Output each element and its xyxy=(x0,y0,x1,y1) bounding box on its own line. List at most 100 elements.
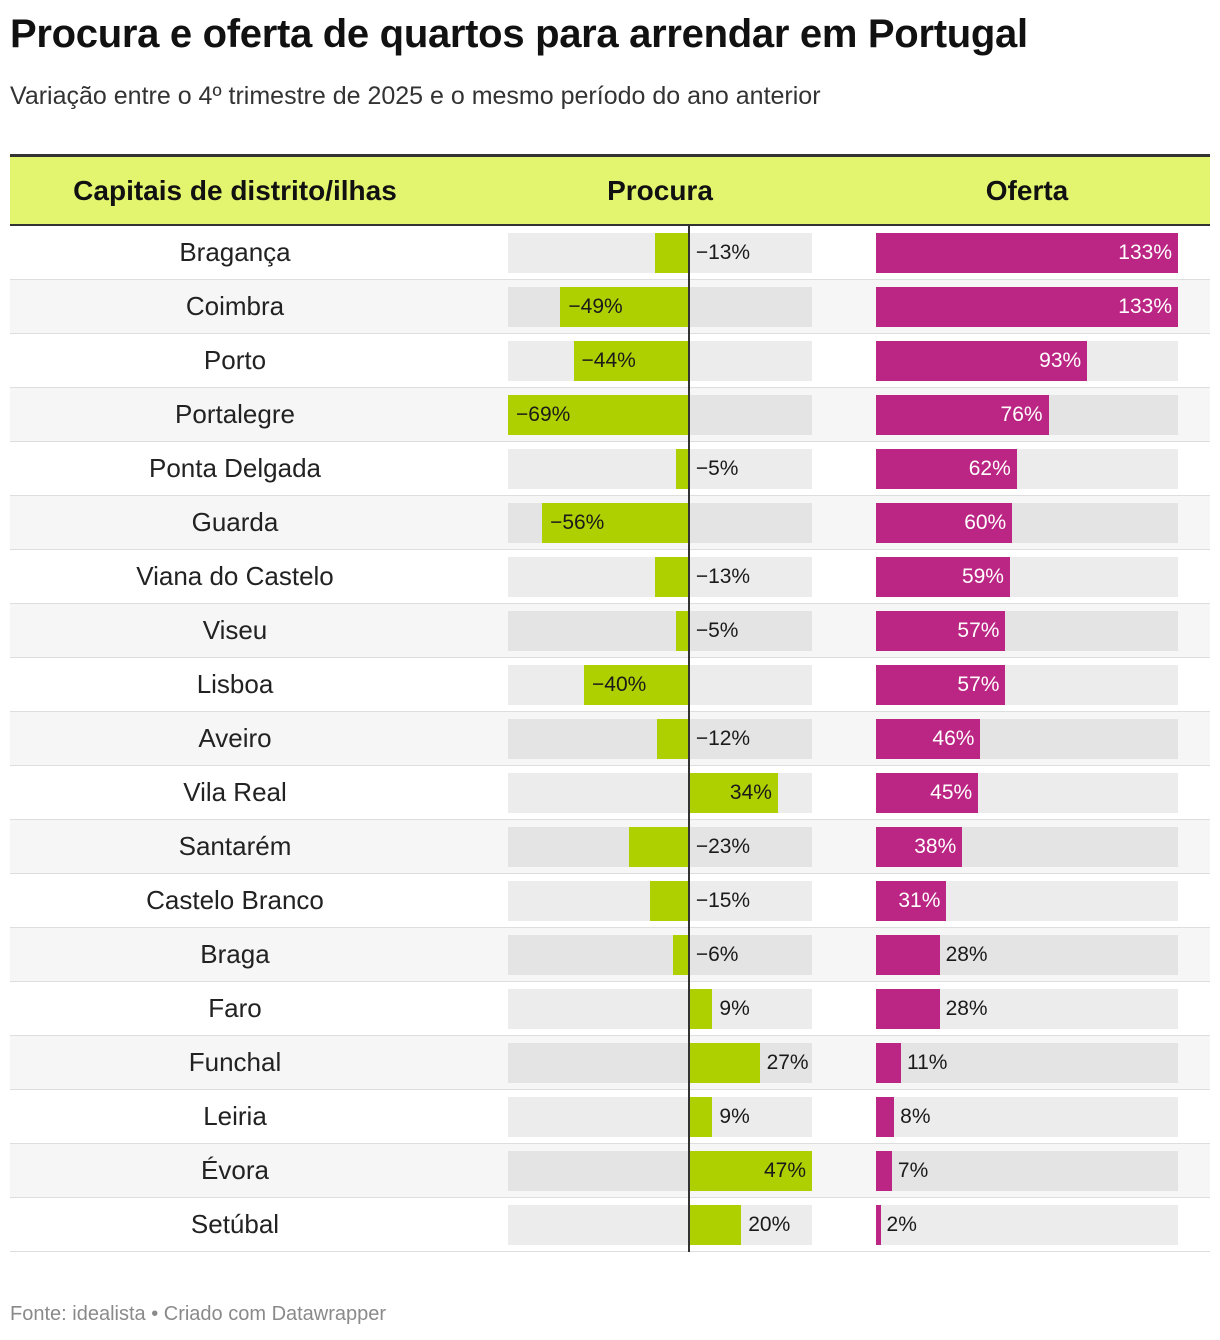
table-row: Faro 9% 28% xyxy=(10,982,1210,1036)
procura-value-label: −5% xyxy=(695,457,739,480)
procura-value-label: −6% xyxy=(695,943,739,966)
oferta-track xyxy=(876,1043,1178,1083)
oferta-bar xyxy=(876,341,1088,381)
oferta-bar xyxy=(876,719,981,759)
procura-bar xyxy=(675,611,689,651)
city-label: Coimbra xyxy=(185,291,285,321)
city-label: Aveiro xyxy=(198,723,272,753)
procura-track xyxy=(508,449,812,489)
oferta-track xyxy=(876,1097,1178,1137)
procura-bar xyxy=(688,1043,760,1083)
procura-track xyxy=(508,1205,812,1245)
procura-bar xyxy=(675,449,689,489)
city-label: Portalegre xyxy=(175,399,295,429)
city-label: Braga xyxy=(200,939,270,969)
procura-value-label: 9% xyxy=(719,997,750,1020)
procura-bar xyxy=(688,773,778,813)
procura-value-label: −44% xyxy=(581,349,636,372)
header-procura: Procura xyxy=(607,174,713,206)
oferta-value-label: 62% xyxy=(968,457,1011,480)
city-label: Santarém xyxy=(178,831,292,861)
table-row: Bragança −13% 133% xyxy=(10,226,1210,280)
oferta-value-label: 28% xyxy=(945,943,988,966)
oferta-value-label: 57% xyxy=(957,673,1000,696)
oferta-bar xyxy=(876,881,947,921)
procura-bar xyxy=(654,233,689,273)
procura-bar xyxy=(688,1097,713,1137)
city-label: Setúbal xyxy=(190,1209,280,1239)
oferta-track xyxy=(876,1151,1178,1191)
city-label: Bragança xyxy=(179,237,291,267)
procura-bar xyxy=(542,503,689,543)
procura-value-label: −56% xyxy=(550,511,605,534)
procura-bar xyxy=(657,719,689,759)
table-row: Braga −6% 28% xyxy=(10,928,1210,982)
table-row: Portalegre −69% 76% xyxy=(10,388,1210,442)
oferta-bar xyxy=(876,935,940,975)
city-label: Ponta Delgada xyxy=(148,453,322,483)
table-row: Aveiro −12% 46% xyxy=(10,712,1210,766)
procura-track xyxy=(508,935,812,975)
procura-track xyxy=(508,1097,812,1137)
city-label: Évora xyxy=(201,1155,269,1185)
oferta-value-label: 7% xyxy=(897,1159,929,1182)
oferta-value-label: 57% xyxy=(957,619,1000,642)
table-row: Évora 47% 7% xyxy=(10,1144,1210,1198)
table-row: Ponta Delgada −5% 62% xyxy=(10,442,1210,496)
table-row: Setúbal 20% 2% xyxy=(10,1198,1210,1252)
procura-value-label: −13% xyxy=(695,565,751,588)
oferta-bar xyxy=(876,773,979,813)
procura-bar xyxy=(508,395,689,435)
oferta-value-label: 133% xyxy=(1118,241,1172,264)
oferta-value-label: 31% xyxy=(898,889,941,912)
oferta-bar xyxy=(876,449,1017,489)
procura-track xyxy=(508,989,812,1029)
table-row: Leiria 9% 8% xyxy=(10,1090,1210,1144)
oferta-bar xyxy=(876,287,1178,327)
city-label: Lisboa xyxy=(196,669,274,699)
procura-track xyxy=(508,611,812,651)
table-row: Viseu −5% 57% xyxy=(10,604,1210,658)
oferta-value-label: 2% xyxy=(886,1213,917,1236)
chart-title: Procura e oferta de quartos para arrenda… xyxy=(10,12,1028,56)
oferta-value-label: 11% xyxy=(906,1051,948,1074)
table-row: Castelo Branco −15% 31% xyxy=(10,874,1210,928)
procura-value-label: 34% xyxy=(729,781,772,804)
procura-value-label: −15% xyxy=(695,889,751,912)
procura-bar xyxy=(628,827,689,867)
city-label: Castelo Branco xyxy=(146,885,324,915)
procura-value-label: −23% xyxy=(695,835,751,858)
city-label: Leiria xyxy=(203,1101,267,1131)
source-note: Fonte: idealista • Criado com Datawrappe… xyxy=(10,1303,387,1325)
procura-value-label: −49% xyxy=(568,295,623,318)
procura-bar xyxy=(573,341,689,381)
oferta-bar xyxy=(876,395,1049,435)
table-row: Porto −44% 93% xyxy=(10,334,1210,388)
procura-zero-axis xyxy=(687,226,690,1252)
oferta-track xyxy=(876,1205,1178,1245)
oferta-value-label: 38% xyxy=(914,835,957,858)
procura-bar xyxy=(673,935,689,975)
oferta-bar xyxy=(876,611,1006,651)
city-label: Viseu xyxy=(202,615,268,645)
oferta-value-label: 59% xyxy=(961,565,1004,588)
oferta-bar xyxy=(876,1151,892,1191)
table-body: Bragança −13% 133% Coimbra −49% 133% Porto −44%… xyxy=(10,226,1210,1252)
header-oferta: Oferta xyxy=(985,174,1069,206)
oferta-value-label: 60% xyxy=(964,511,1007,534)
city-label: Vila Real xyxy=(183,777,287,807)
oferta-value-label: 133% xyxy=(1118,295,1172,318)
procura-bar xyxy=(654,557,689,597)
table-row: Funchal 27% 11% xyxy=(10,1036,1210,1090)
procura-bar xyxy=(688,1205,742,1245)
oferta-bar xyxy=(876,557,1010,597)
procura-value-label: 9% xyxy=(719,1105,750,1128)
city-label: Guarda xyxy=(191,507,279,537)
procura-bar xyxy=(688,1151,812,1191)
oferta-value-label: 76% xyxy=(1000,403,1043,426)
header-city: Capitais de distrito/ilhas xyxy=(73,174,397,206)
oferta-value-label: 46% xyxy=(932,727,975,750)
procura-track xyxy=(508,1043,812,1083)
chart-table: Capitais de distrito/ilhas Procura Ofert… xyxy=(10,154,1210,1252)
oferta-bar xyxy=(876,1043,901,1083)
